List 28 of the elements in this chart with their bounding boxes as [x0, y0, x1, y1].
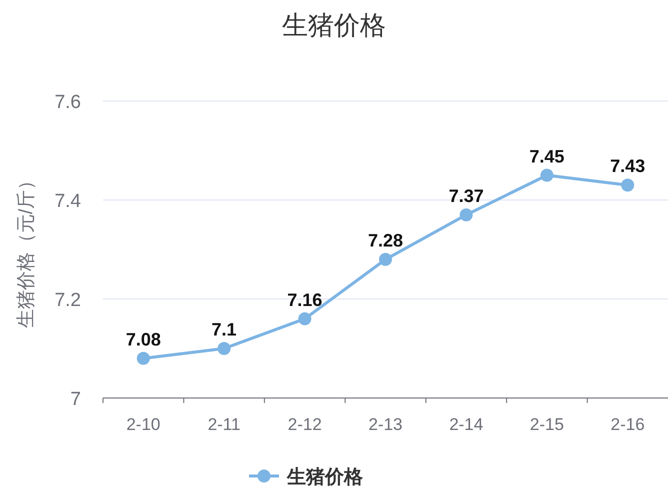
point [298, 312, 312, 326]
point [136, 352, 150, 365]
point [540, 168, 554, 182]
x-tick-label: 2-10 [126, 415, 160, 434]
data-label: 7.43 [610, 156, 646, 176]
y-axis-title: 生猪价格（元/斤） [16, 170, 37, 328]
x-tick-label: 2-16 [610, 415, 645, 434]
y-tick-label: 7.6 [54, 92, 81, 113]
x-tick-label: 2-13 [368, 415, 403, 434]
point [621, 178, 634, 192]
data-label: 7.16 [287, 290, 322, 310]
x-tick-label: 2-14 [449, 415, 484, 434]
y-tick-label: 7 [70, 389, 81, 410]
point [379, 252, 392, 266]
x-tick-label: 2-12 [288, 415, 322, 434]
point [460, 208, 473, 222]
point [218, 342, 231, 355]
y-tick-label: 7.4 [54, 191, 82, 212]
chart-title: 生猪价格 [282, 10, 386, 40]
x-tick-label: 2-15 [530, 415, 564, 434]
data-label: 7.28 [368, 230, 404, 250]
x-tick-label: 2-11 [208, 415, 240, 434]
data-label: 7.37 [448, 186, 484, 206]
data-label: 7.08 [126, 329, 161, 350]
data-label: 7.45 [529, 146, 564, 166]
y-tick-label: 7.2 [54, 290, 81, 311]
data-label: 7.1 [212, 320, 237, 340]
legend-label: 生猪价格 [286, 466, 364, 488]
